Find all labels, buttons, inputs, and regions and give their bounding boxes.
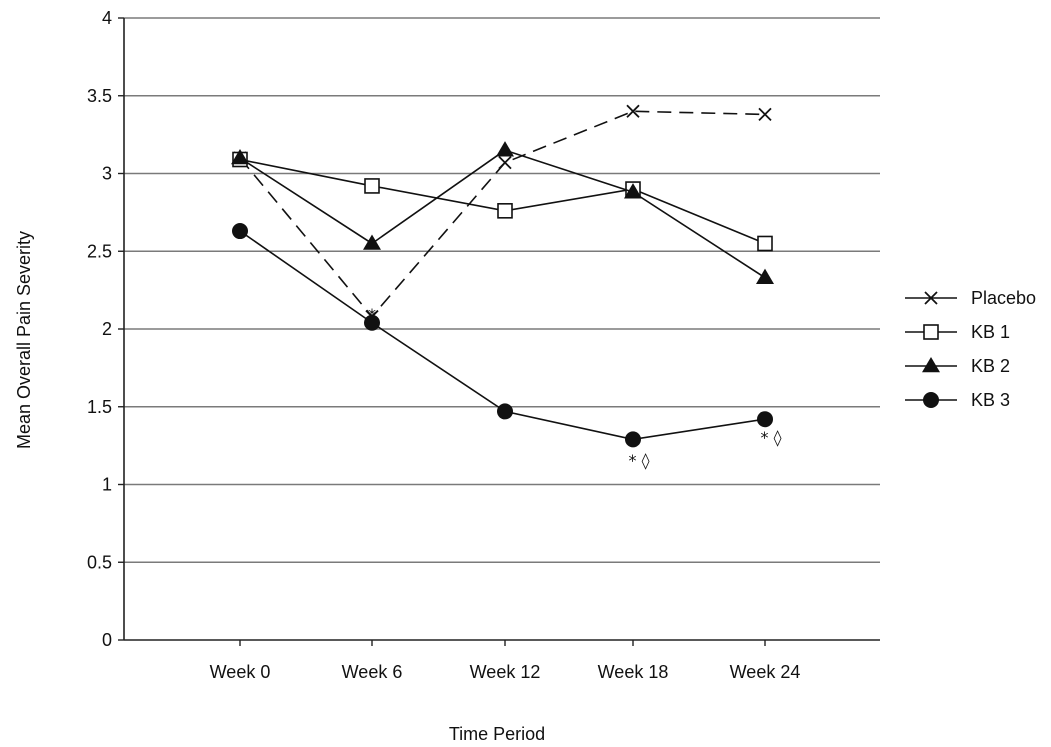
data-point-circle-marker [232, 223, 248, 240]
series-kb-3 [232, 223, 773, 448]
x-axis-title: Time Period [449, 724, 545, 744]
significance-annotation: * ◊ [761, 428, 782, 447]
data-point-triangle-marker [363, 234, 381, 250]
y-tick-label: 1.5 [87, 397, 112, 417]
marker-stroke [758, 107, 772, 122]
y-tick-label: 4 [102, 8, 112, 28]
y-axis-title: Mean Overall Pain Severity [14, 231, 34, 449]
data-point-circle-marker [625, 431, 641, 448]
data-point-circle-marker [364, 314, 380, 331]
data-point-triangle-marker [624, 183, 642, 199]
y-tick-label: 3 [102, 164, 112, 184]
data-point-x-marker [924, 291, 938, 305]
legend-label: KB 1 [971, 322, 1010, 342]
marker-stroke [924, 291, 938, 305]
y-tick-label: 1 [102, 475, 112, 495]
data-point-circle-marker [497, 403, 513, 420]
legend-entry: Placebo [905, 288, 1036, 308]
y-tick-label: 2 [102, 319, 112, 339]
y-tick-label: 2.5 [87, 241, 112, 261]
marker-stroke [498, 155, 512, 170]
series-kb-2 [231, 141, 774, 284]
data-point-triangle-marker [496, 141, 514, 157]
data-point-square-marker [364, 178, 380, 194]
data-point-triangle-marker [922, 357, 940, 373]
data-point-x-marker [498, 155, 512, 170]
legend-entry: KB 2 [905, 356, 1010, 376]
x-tick-label: Week 0 [210, 662, 271, 682]
legend-entry: KB 1 [905, 322, 1010, 342]
data-point-square-marker [923, 324, 939, 340]
series-line [239, 158, 766, 245]
data-point-triangle-marker [231, 148, 249, 165]
x-tick-label: Week 12 [470, 662, 541, 682]
x-tick-label: Week 18 [598, 662, 669, 682]
gridlines [124, 17, 880, 564]
data-point-square-marker [757, 235, 773, 252]
data-point-circle-marker [923, 392, 939, 408]
legend-label: Placebo [971, 288, 1036, 308]
x-tick-labels: Week 0 Week 6 Week 12 Week 18 Week 24 [210, 662, 801, 682]
data-point-square-marker [497, 203, 513, 219]
series-group [231, 104, 774, 448]
legend: Placebo KB 1 KB 2 KB 3 [905, 288, 1036, 410]
legend-label: KB 3 [971, 390, 1010, 410]
axes [118, 17, 880, 646]
series-kb-1 [232, 151, 773, 252]
legend-label: KB 2 [971, 356, 1010, 376]
data-point-triangle-marker [756, 268, 774, 284]
legend-entry: KB 3 [905, 390, 1010, 410]
y-tick-label: 0.5 [87, 552, 112, 572]
y-tick-label: 0 [102, 630, 112, 650]
x-tick-label: Week 6 [342, 662, 403, 682]
marker-stroke [626, 104, 640, 118]
annotations: * * ◊ * ◊ [368, 305, 782, 470]
y-tick-label: 3.5 [87, 86, 112, 106]
data-point-x-marker [758, 107, 772, 122]
y-tick-labels: 0 0.5 1 1.5 2 2.5 3 3.5 4 [87, 8, 112, 650]
data-point-circle-marker [757, 411, 773, 428]
significance-annotation: * [368, 305, 376, 324]
data-point-x-marker [626, 104, 640, 118]
x-tick-label: Week 24 [730, 662, 801, 682]
significance-annotation: * ◊ [629, 451, 650, 470]
